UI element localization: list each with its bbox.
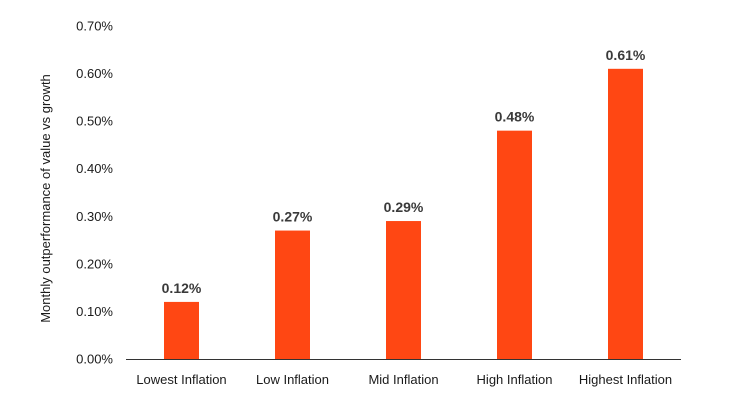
bar [497, 130, 532, 359]
x-axis-labels: Lowest Inflation Low Inflation Mid Inflati… [136, 372, 672, 387]
bars [164, 68, 643, 360]
data-label: 0.61% [606, 47, 646, 63]
y-tick-label: 0.10% [76, 304, 113, 319]
y-tick-label: 0.70% [76, 19, 113, 34]
data-label: 0.27% [273, 209, 313, 225]
x-tick-label: Lowest Inflation [136, 372, 226, 387]
y-tick-label: 0.30% [76, 209, 113, 224]
data-label: 0.48% [495, 109, 535, 125]
data-label: 0.29% [384, 199, 424, 215]
y-axis-ticks: 0.00% 0.10% 0.20% 0.30% 0.40% 0.50% 0.60% 0.70% [76, 19, 113, 367]
y-tick-label: 0.40% [76, 161, 113, 176]
x-tick-label: Mid Inflation [368, 372, 438, 387]
bar [164, 301, 199, 359]
y-tick-label: 0.20% [76, 256, 113, 271]
data-labels: 0.12% 0.27% 0.29% 0.48% 0.61% [162, 47, 646, 296]
y-tick-label: 0.50% [76, 114, 113, 129]
y-tick-label: 0.60% [76, 66, 113, 81]
bar [275, 230, 310, 359]
data-label: 0.12% [162, 280, 202, 296]
x-tick-label: High Inflation [477, 372, 553, 387]
x-tick-label: Highest Inflation [579, 372, 672, 387]
bar [608, 68, 643, 360]
y-tick-label: 0.00% [76, 352, 113, 367]
x-tick-label: Low Inflation [256, 372, 329, 387]
y-axis-title: Monthly outperformance of value vs growt… [38, 74, 53, 323]
bar [386, 221, 421, 359]
